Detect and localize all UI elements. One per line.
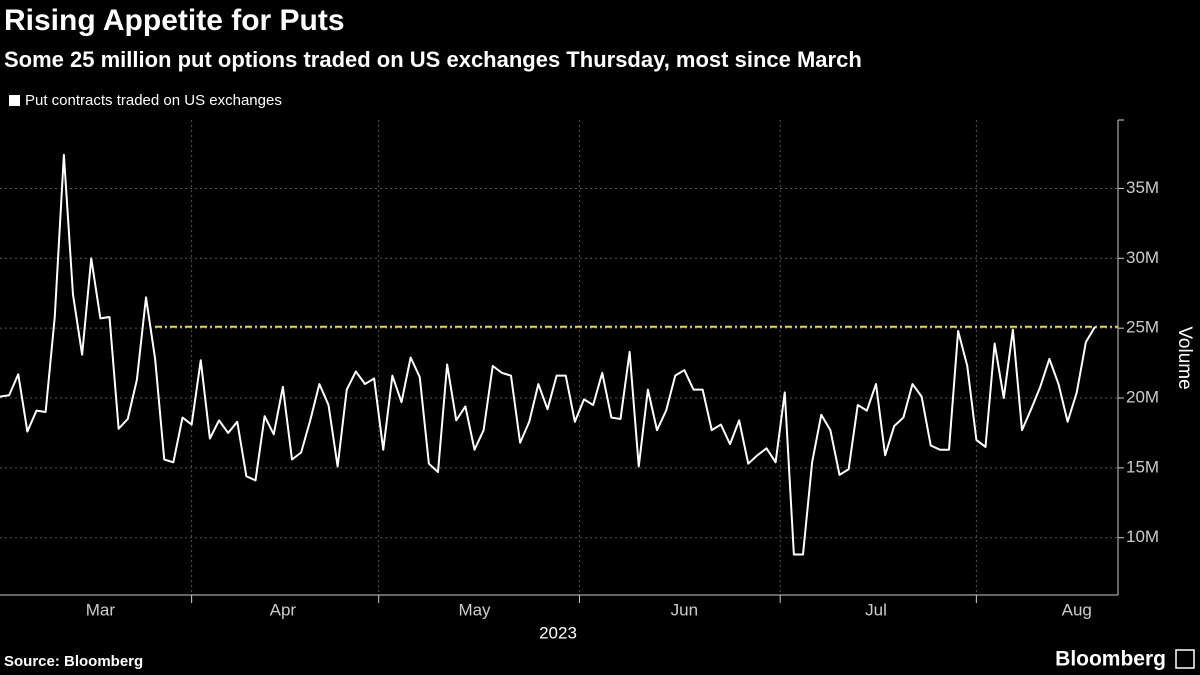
legend-label: Put contracts traded on US exchanges xyxy=(25,92,282,109)
x-axis-label: 2023 xyxy=(539,623,577,642)
source: Source: Bloomberg xyxy=(4,653,143,670)
y-tick-label: 10M xyxy=(1126,527,1159,546)
x-tick-label: Aug xyxy=(1062,600,1092,619)
x-tick-label: May xyxy=(458,600,491,619)
x-tick-label: Mar xyxy=(86,600,116,619)
brand: Bloomberg xyxy=(1055,648,1166,671)
chart-title: Rising Appetite for Puts xyxy=(4,4,345,37)
y-tick-label: 35M xyxy=(1126,178,1159,197)
y-tick-label: 25M xyxy=(1126,318,1159,337)
legend-swatch xyxy=(9,95,20,106)
x-tick-label: Jun xyxy=(671,600,698,619)
chart-subtitle: Some 25 million put options traded on US… xyxy=(4,47,862,72)
y-axis-label: Volume xyxy=(1174,326,1195,389)
y-tick-label: 30M xyxy=(1126,248,1159,267)
x-tick-label: Apr xyxy=(270,600,297,619)
data-line xyxy=(0,153,1096,556)
y-tick-label: 20M xyxy=(1126,387,1159,406)
x-tick-label: Jul xyxy=(865,600,887,619)
y-tick-label: 15M xyxy=(1126,457,1159,476)
brand-icon xyxy=(1175,649,1195,669)
